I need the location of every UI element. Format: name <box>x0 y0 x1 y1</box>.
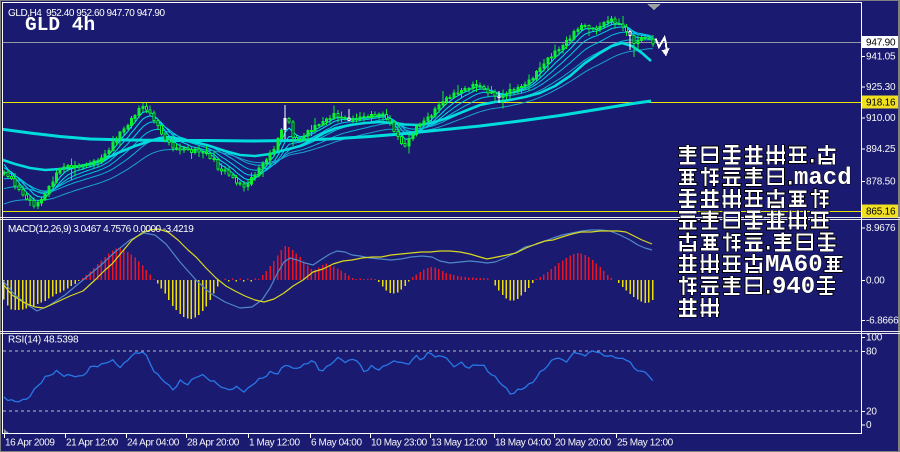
svg-text:918.16: 918.16 <box>866 98 896 109</box>
svg-text:878.50: 878.50 <box>866 177 896 188</box>
svg-text:6 May 04:00: 6 May 04:00 <box>311 438 362 449</box>
svg-text:1 May 12:00: 1 May 12:00 <box>249 438 300 449</box>
svg-text:28 Apr 20:00: 28 Apr 20:00 <box>187 438 240 449</box>
svg-text:0.00: 0.00 <box>866 276 885 287</box>
svg-text:18 May 04:00: 18 May 04:00 <box>495 438 552 449</box>
svg-text:0: 0 <box>866 420 872 431</box>
svg-text:20: 20 <box>866 407 877 418</box>
svg-text:940: 940 <box>772 274 815 301</box>
svg-text:MA60: MA60 <box>765 252 823 279</box>
svg-text:894.25: 894.25 <box>866 144 896 155</box>
svg-text:GLD,H4 952.40 952.60 947.70 9: GLD,H4 952.40 952.60 947.70 947.90 <box>8 8 165 19</box>
svg-text:13 May 12:00: 13 May 12:00 <box>431 438 488 449</box>
svg-text:925.30: 925.30 <box>866 82 896 93</box>
svg-text:947.90: 947.90 <box>866 38 896 49</box>
svg-text:GLD 4h: GLD 4h <box>25 14 95 36</box>
svg-text:941.05: 941.05 <box>866 52 896 63</box>
svg-text:25 May 12:00: 25 May 12:00 <box>617 438 674 449</box>
svg-text:16 Apr 2009: 16 Apr 2009 <box>5 438 55 449</box>
svg-text:-6.8666: -6.8666 <box>866 316 899 327</box>
svg-text:21 Apr 12:00: 21 Apr 12:00 <box>66 438 119 449</box>
svg-text:100: 100 <box>866 333 883 344</box>
svg-text:macd: macd <box>794 165 852 192</box>
svg-text:865.16: 865.16 <box>866 207 896 218</box>
svg-text:80: 80 <box>866 347 877 358</box>
svg-text:10 May 23:00: 10 May 23:00 <box>371 438 428 449</box>
svg-text:20 May 20:00: 20 May 20:00 <box>555 438 612 449</box>
svg-text:MACD(12,26,9) 3.0467 4.7576 0.: MACD(12,26,9) 3.0467 4.7576 0.0000 -3.42… <box>8 224 194 235</box>
svg-text:910.00: 910.00 <box>866 113 896 124</box>
svg-text:8.9676: 8.9676 <box>866 223 896 234</box>
svg-text:24 Apr 04:00: 24 Apr 04:00 <box>127 438 180 449</box>
svg-text:RSI(14) 48.5398: RSI(14) 48.5398 <box>8 334 79 345</box>
